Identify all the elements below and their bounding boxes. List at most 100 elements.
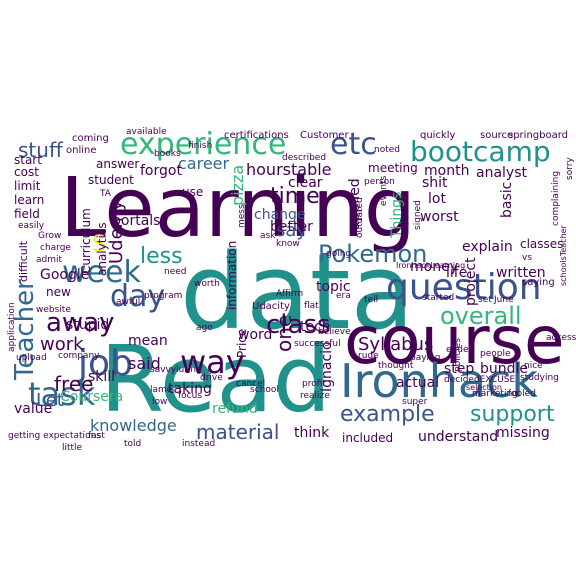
word: Udemy	[108, 200, 126, 264]
word: missing	[496, 426, 550, 440]
word: included	[342, 432, 393, 444]
word: student	[88, 174, 134, 186]
word: mess	[238, 204, 247, 228]
word: little	[62, 444, 82, 453]
word: worst	[420, 210, 459, 224]
word: difficult	[18, 241, 29, 282]
word: super	[402, 398, 427, 407]
word: selection	[466, 384, 502, 392]
word: explain	[462, 240, 513, 254]
word: limit	[14, 180, 40, 192]
word: realize	[300, 392, 330, 401]
word: TA	[100, 190, 111, 199]
word: started	[422, 294, 454, 303]
word: analyst	[476, 166, 527, 180]
word: Udacity	[252, 302, 290, 312]
word: Things	[390, 192, 404, 238]
word: actual	[396, 376, 439, 390]
word: tell	[364, 296, 378, 305]
word: answer	[96, 158, 139, 170]
word: finish	[188, 142, 212, 151]
word: support	[470, 404, 554, 426]
word: schoolsTeacher	[560, 225, 568, 286]
word: refund	[212, 402, 258, 416]
word: awful	[116, 298, 140, 307]
word: person	[364, 178, 395, 187]
word: company	[58, 352, 99, 361]
word: ago	[196, 324, 213, 333]
word: pizza	[230, 165, 246, 206]
word: instead	[182, 440, 215, 449]
word: Customer	[300, 131, 349, 141]
word: Price	[236, 329, 248, 358]
word: clear	[288, 176, 323, 190]
word: sorry	[566, 157, 575, 180]
word: example	[340, 404, 435, 426]
word: meeting	[368, 162, 418, 174]
word: savvy	[150, 366, 176, 375]
word: books	[154, 150, 181, 159]
word: field	[14, 208, 40, 220]
word: source	[480, 131, 513, 141]
word: noted	[374, 146, 400, 155]
word: less	[140, 246, 183, 268]
word: signed	[414, 200, 423, 230]
word: basic	[500, 182, 514, 218]
word: shit	[422, 176, 448, 190]
word: value	[14, 402, 52, 416]
word: new	[46, 286, 71, 298]
word: information	[226, 241, 238, 310]
word: think	[294, 426, 329, 440]
word: believe	[318, 328, 351, 337]
word: start	[14, 154, 42, 166]
word: profit	[302, 380, 326, 389]
word: policies	[454, 338, 463, 372]
word: IronhackLearning	[396, 262, 465, 270]
word: mean	[128, 334, 168, 348]
word: rude	[358, 352, 379, 361]
word: need	[164, 268, 187, 277]
word: overall	[440, 304, 522, 328]
word: easily	[18, 222, 44, 231]
word: drive	[200, 374, 223, 383]
word: program	[144, 292, 182, 301]
word: career	[178, 156, 229, 172]
word: stupid	[66, 318, 109, 332]
word: available	[126, 128, 167, 137]
word: project	[464, 257, 478, 306]
word: quickly	[420, 131, 455, 141]
word: know	[276, 240, 300, 249]
word: forgot	[140, 164, 182, 178]
word: lame	[150, 386, 172, 395]
word: focus	[178, 392, 202, 401]
word: better	[270, 220, 313, 234]
word: nice	[524, 362, 543, 371]
word: learn	[14, 194, 44, 206]
word: bootcamp	[410, 138, 551, 166]
word: set	[478, 296, 492, 305]
word: worth	[194, 280, 220, 289]
word: vs	[522, 254, 532, 263]
word: understand	[418, 430, 498, 444]
word: paying	[410, 354, 440, 363]
word: thought	[378, 362, 413, 371]
word: access	[546, 334, 576, 343]
word: cost	[14, 166, 39, 178]
word: June	[494, 296, 514, 305]
word: era	[336, 292, 351, 301]
word: upload	[16, 354, 47, 363]
word: Grow	[38, 232, 61, 241]
word: Affirm	[276, 290, 303, 299]
word: portals	[112, 214, 160, 228]
word: fast	[88, 432, 105, 441]
word: application	[8, 302, 17, 352]
word: flat	[304, 302, 319, 311]
word: Coursera	[60, 390, 123, 404]
word: use	[182, 186, 203, 198]
word: admit	[36, 256, 62, 265]
word: studying	[520, 374, 559, 383]
word: ask	[260, 232, 275, 241]
word: people	[480, 350, 511, 359]
word: classes	[520, 238, 563, 250]
